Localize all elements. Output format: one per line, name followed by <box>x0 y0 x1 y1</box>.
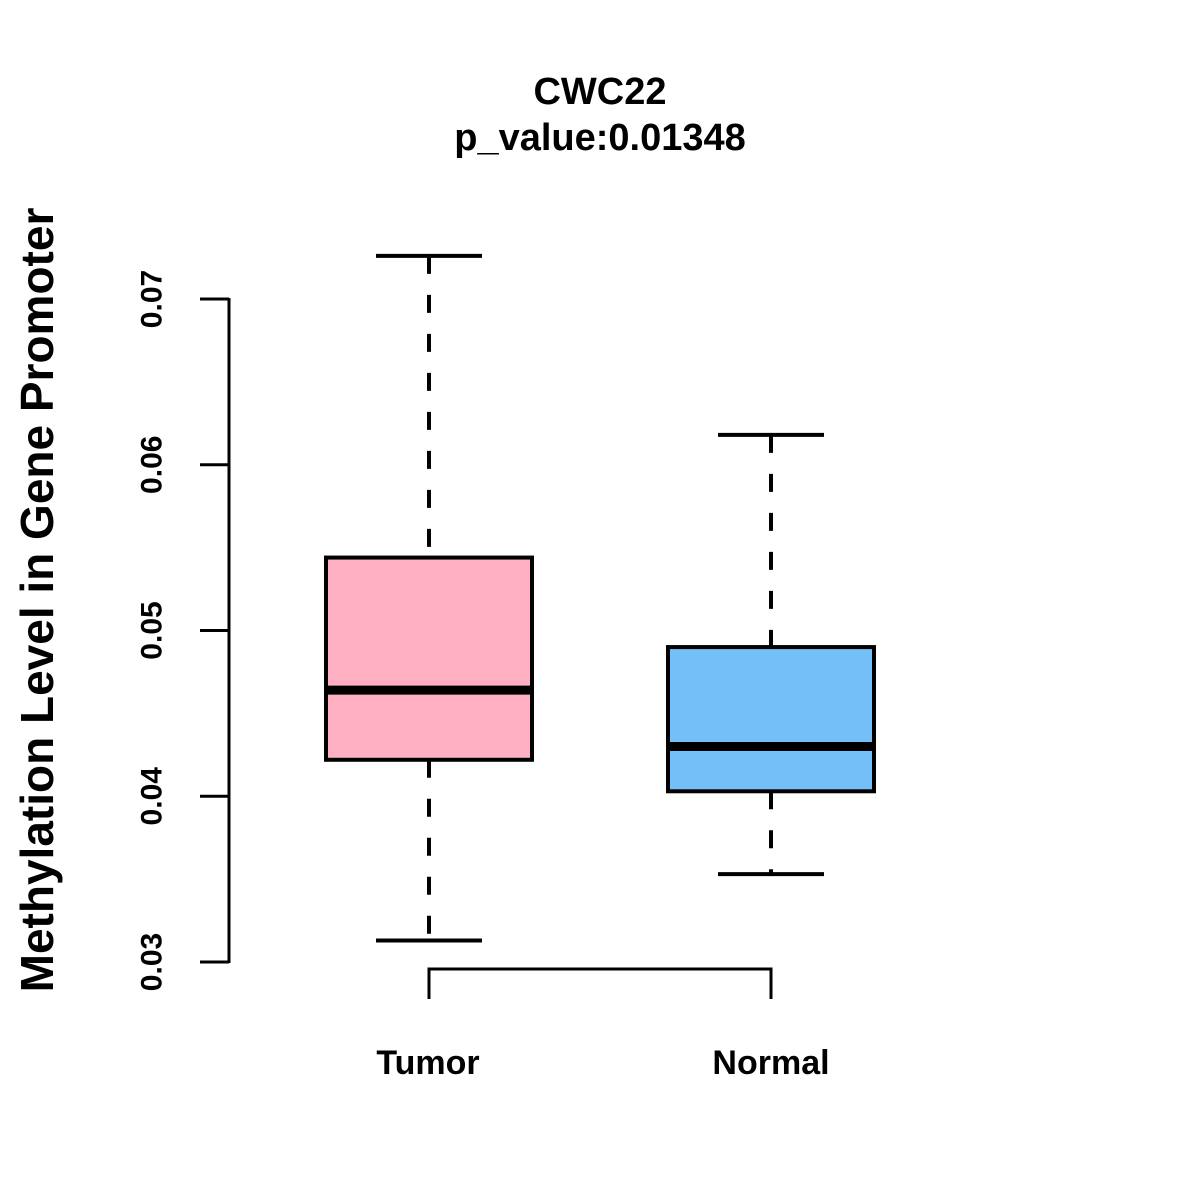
y-tick-label: 0.04 <box>136 767 169 826</box>
x-tick-label-normal: Normal <box>712 1044 830 1082</box>
y-tick-label: 0.03 <box>136 933 169 991</box>
x-axis-bracket <box>427 967 773 999</box>
y-tick-label: 0.06 <box>136 436 169 494</box>
y-tick-label: 0.07 <box>136 270 169 328</box>
chart-subtitle: p_value:0.01348 <box>454 117 746 159</box>
tumor-box <box>324 555 534 762</box>
normal-box <box>666 645 876 794</box>
x-tick-label-tumor: Tumor <box>376 1044 480 1082</box>
chart-title: CWC22 <box>533 71 667 113</box>
y-tick-label: 0.05 <box>136 601 169 659</box>
